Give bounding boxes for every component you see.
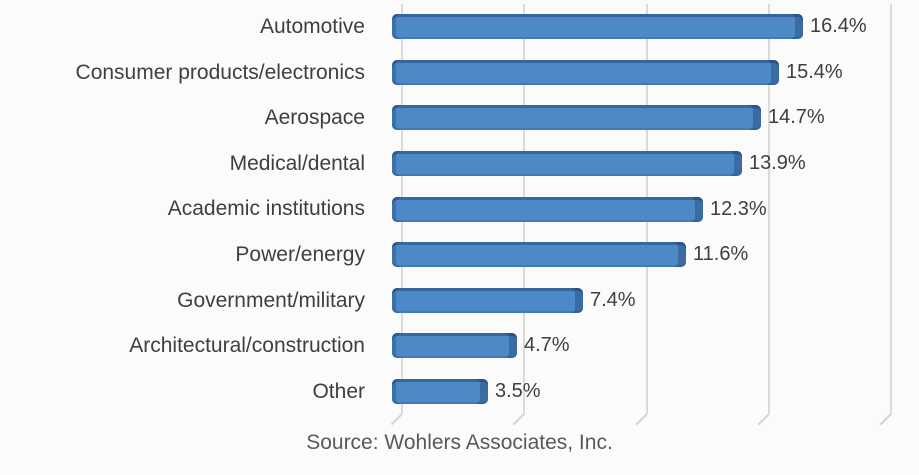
bar-row: Aerospace 14.7% [0, 95, 919, 141]
value-label: 3.5% [495, 379, 541, 402]
bar-rows: Automotive 16.4% Consumer products/electro… [0, 4, 919, 414]
category-label: Architectural/construction [129, 334, 365, 358]
bar-row: Consumer products/electronics 15.4% [0, 50, 919, 96]
bar [392, 196, 703, 222]
bar [392, 287, 583, 313]
bar-zone: 3.5% [392, 378, 919, 404]
category-label: Aerospace [264, 106, 365, 130]
value-label: 13.9% [749, 151, 806, 174]
category-label: Automotive [259, 15, 365, 39]
category-label: Consumer products/electronics [75, 60, 365, 84]
bar-zone: 7.4% [392, 287, 919, 313]
value-label: 14.7% [768, 106, 825, 129]
gridline-foot [757, 413, 770, 426]
category-label: Medical/dental [229, 151, 365, 175]
value-label: 11.6% [693, 243, 749, 266]
gridline-foot [390, 413, 403, 426]
bar-row: Government/military 7.4% [0, 277, 919, 323]
bar-row: Automotive 16.4% [0, 4, 919, 50]
value-label: 15.4% [786, 60, 843, 83]
gridline [768, 4, 770, 414]
bar-row: Medical/dental 13.9% [0, 141, 919, 187]
bar-zone: 13.9% [392, 150, 919, 176]
bar [392, 59, 779, 85]
value-label: 7.4% [590, 288, 636, 311]
bar [392, 242, 686, 268]
bar-zone: 11.6% [392, 242, 919, 268]
bar-zone: 16.4% [392, 14, 919, 40]
bar-row: Power/energy 11.6% [0, 232, 919, 278]
bar [392, 150, 742, 176]
category-label: Other [312, 379, 365, 403]
value-label: 4.7% [524, 334, 570, 357]
bar-zone: 15.4% [392, 59, 919, 85]
bar-row: Other 3.5% [0, 369, 919, 415]
category-label: Government/military [177, 288, 365, 312]
category-label: Power/energy [235, 243, 365, 267]
source-caption: Source: Wohlers Associates, Inc. [306, 431, 613, 454]
gridline [890, 4, 892, 414]
bar [392, 105, 761, 131]
bar [392, 14, 803, 40]
bar [392, 378, 488, 404]
value-label: 12.3% [710, 197, 767, 220]
gridline-foot [635, 413, 648, 426]
bar-zone: 4.7% [392, 333, 919, 359]
gridline-foot [512, 413, 525, 426]
value-label: 16.4% [810, 15, 867, 38]
category-label: Academic institutions [167, 197, 365, 221]
bar-row: Academic institutions 12.3% [0, 186, 919, 232]
bar-zone: 14.7% [392, 105, 919, 131]
bar [392, 333, 517, 359]
gridline-foot [879, 413, 892, 426]
bar-row: Architectural/construction 4.7% [0, 323, 919, 369]
bar-zone: 12.3% [392, 196, 919, 222]
